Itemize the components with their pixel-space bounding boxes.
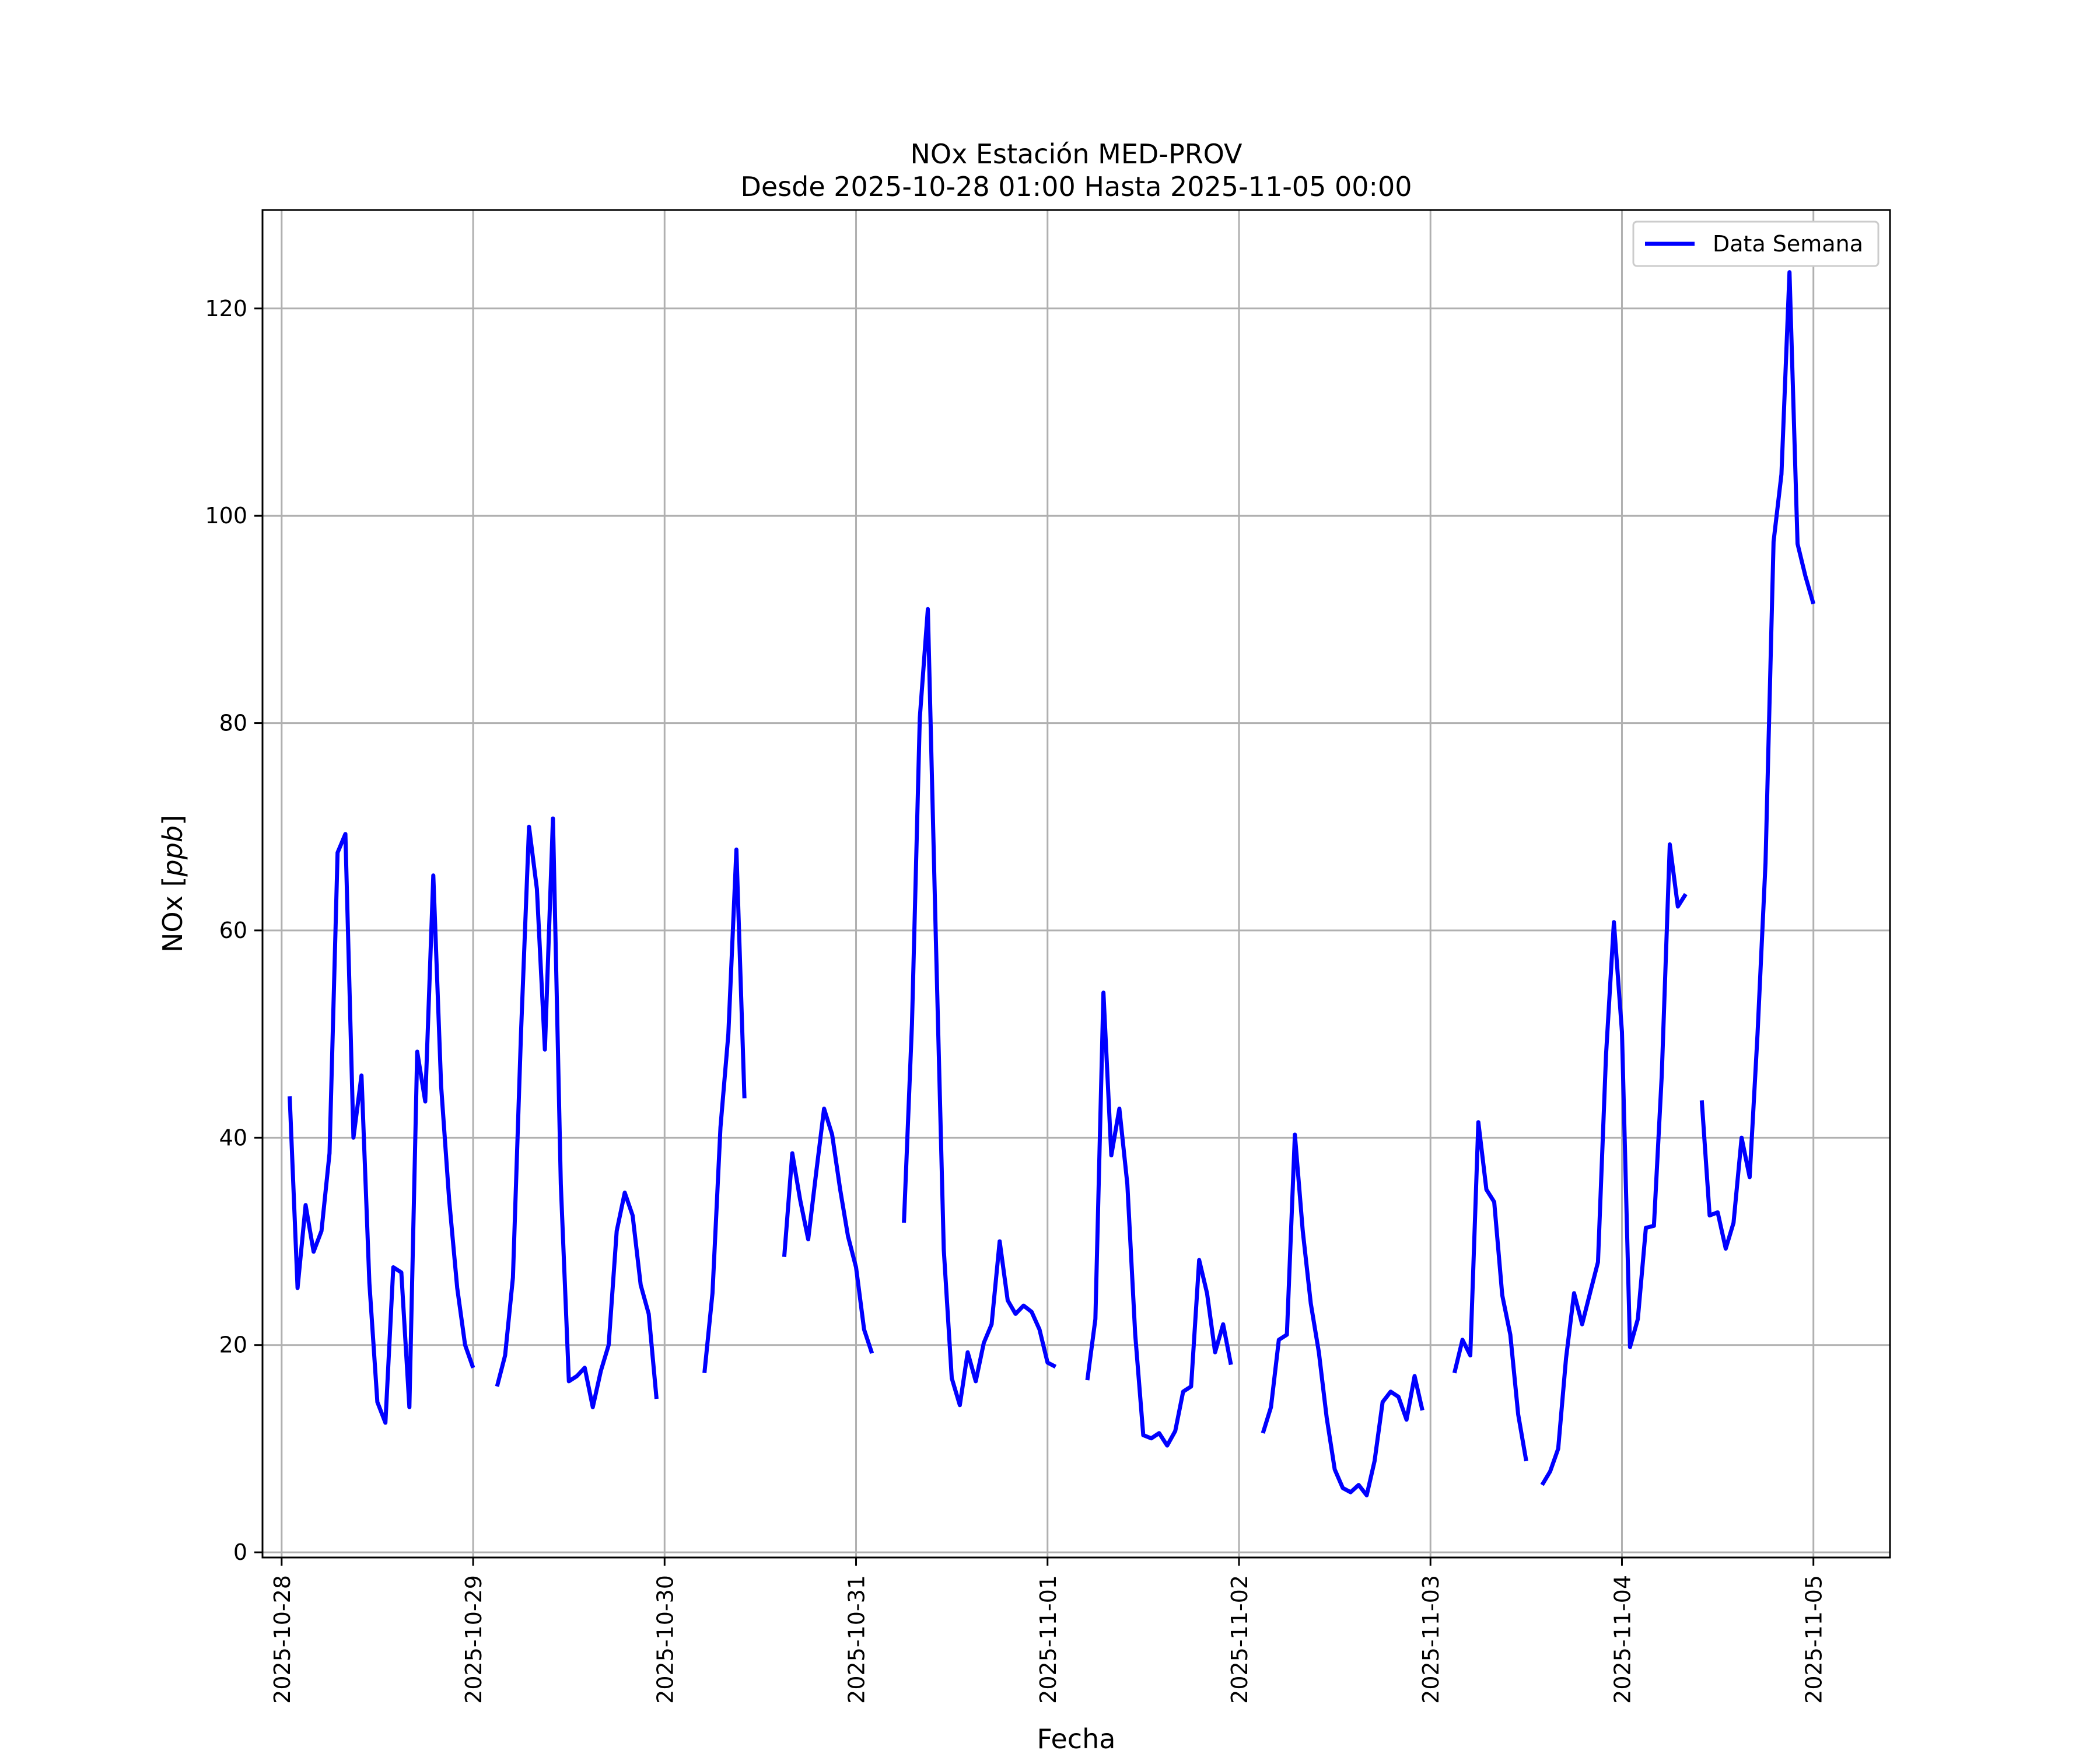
series-data-semana-segment-9	[1699, 270, 1816, 1251]
y-axis-label: NOx [ppb]	[157, 815, 188, 953]
x-tick-label-5: 2025-11-02	[1227, 1575, 1252, 1704]
chart-title: NOx Estación MED-PROV	[910, 138, 1242, 170]
plot-background	[262, 210, 1890, 1558]
series-data-semana-segment-1	[495, 816, 659, 1409]
legend-box	[1632, 220, 1880, 267]
series-data-semana-segment-4	[902, 607, 1057, 1408]
y-tick-label-0: 0	[233, 1539, 247, 1565]
axis-ticks: 2025-10-28 2025-10-29 2025-10-30 2025-10-31…	[205, 296, 1826, 1704]
x-tick-label-7: 2025-11-04	[1609, 1575, 1635, 1704]
x-tick-label-3: 2025-10-31	[844, 1575, 870, 1704]
y-tick-label-6: 120	[205, 296, 247, 321]
x-tick-label-4: 2025-11-01	[1035, 1575, 1061, 1704]
x-tick-label-1: 2025-10-29	[461, 1575, 487, 1704]
y-axis-label-main: NOx [	[157, 877, 188, 953]
x-axis-label: Fecha	[1037, 1723, 1116, 1750]
x-tick-label-6: 2025-11-03	[1418, 1575, 1444, 1704]
grid-lines	[262, 210, 1890, 1558]
series-data-semana-segment-5	[1085, 991, 1233, 1448]
series-data-semana-segment-0	[288, 832, 475, 1425]
series-lines	[288, 270, 1816, 1497]
legend-label-data-semana: Data Semana	[1713, 231, 1863, 257]
series-data-semana-segment-8	[1540, 842, 1688, 1486]
y-axis-label-close: ]	[157, 815, 188, 825]
legend: Data Semana	[1632, 220, 1880, 267]
plot-frame	[261, 209, 1891, 1559]
x-tick-label-0: 2025-10-28	[270, 1575, 295, 1704]
y-tick-label-3: 60	[219, 918, 247, 943]
y-axis-label-unit: ppb	[157, 825, 188, 877]
series-data-semana-segment-3	[782, 1107, 874, 1354]
y-tick-label-5: 100	[205, 503, 247, 528]
series-data-semana-segment-7	[1452, 1120, 1528, 1462]
x-tick-label-8: 2025-11-05	[1801, 1575, 1827, 1704]
y-tick-label-2: 40	[219, 1125, 247, 1150]
y-tick-label-4: 80	[219, 710, 247, 736]
x-tick-label-2: 2025-10-30	[652, 1575, 678, 1704]
chart-subtitle: Desde 2025-10-28 01:00 Hasta 2025-11-05 …	[740, 171, 1412, 202]
y-tick-label-1: 20	[219, 1332, 247, 1358]
series-data-semana-segment-2	[702, 847, 747, 1374]
series-data-semana-segment-6	[1261, 1132, 1424, 1497]
